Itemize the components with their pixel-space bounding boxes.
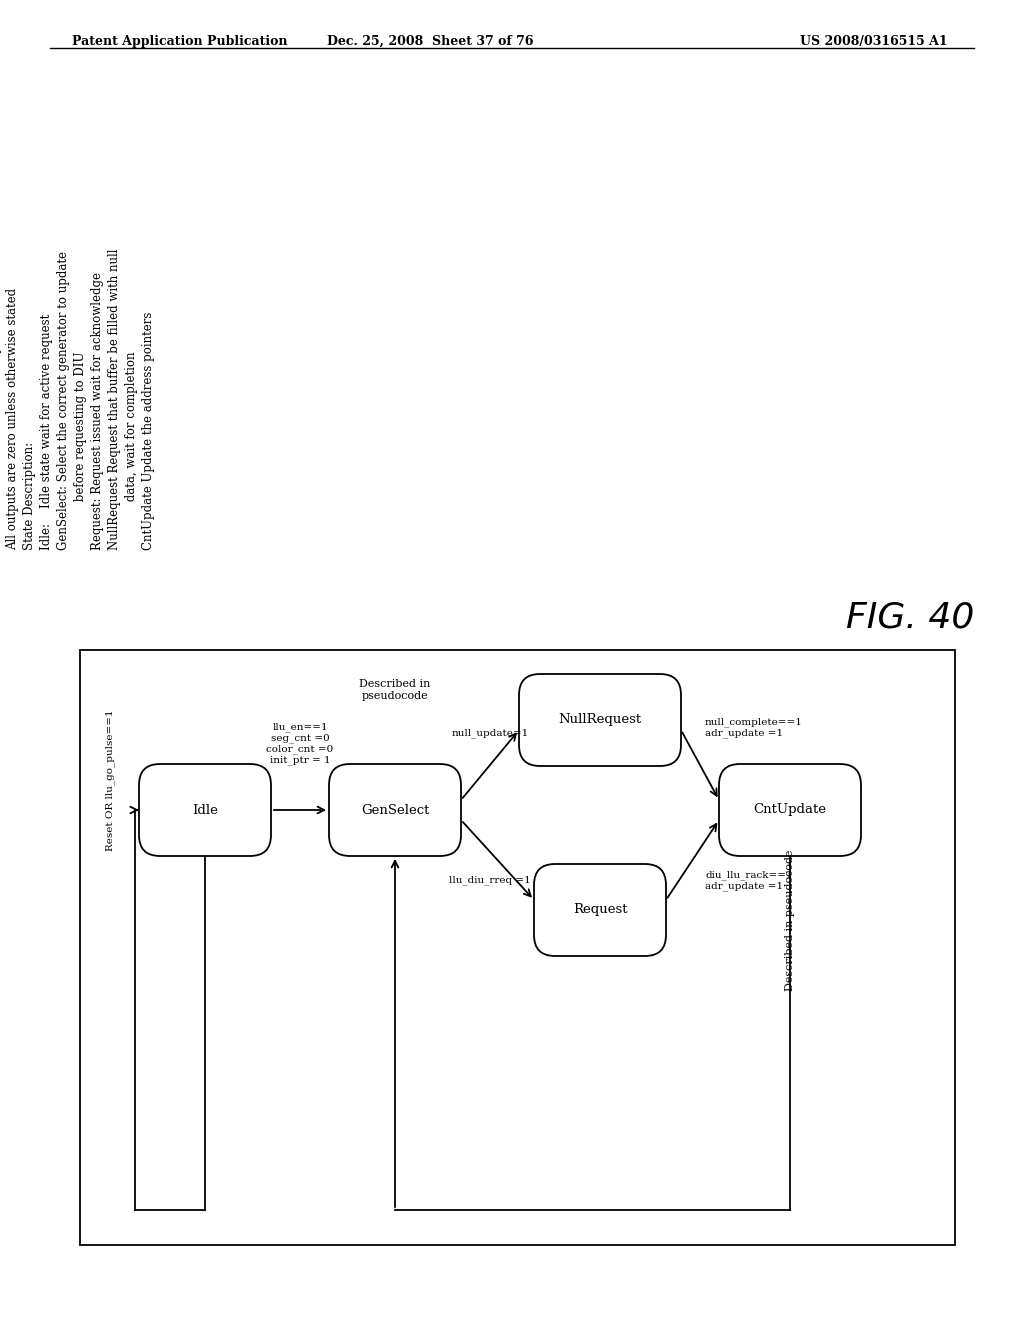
Text: CntUpdate: CntUpdate: [754, 804, 826, 817]
Text: null_update=1: null_update=1: [452, 729, 528, 738]
Text: Request: Request: [572, 903, 628, 916]
Text: US 2008/0316515 A1: US 2008/0316515 A1: [800, 36, 947, 48]
Text: NullRequest: NullRequest: [558, 714, 642, 726]
Text: llu_diu_rreq =1: llu_diu_rreq =1: [450, 875, 530, 884]
Text: Reset OR llu_go_pulse==1: Reset OR llu_go_pulse==1: [105, 709, 115, 851]
Text: Patent Application Publication: Patent Application Publication: [72, 36, 288, 48]
FancyBboxPatch shape: [719, 764, 861, 855]
FancyBboxPatch shape: [534, 865, 666, 956]
Text: Machine remains in same state by default
All outputs are zero unless otherwise s: Machine remains in same state by default…: [0, 248, 155, 550]
FancyBboxPatch shape: [139, 764, 271, 855]
Text: Described in pseudocode: Described in pseudocode: [785, 849, 795, 991]
Text: Idle: Idle: [193, 804, 218, 817]
FancyBboxPatch shape: [329, 764, 461, 855]
Text: diu_llu_rack==1
adr_update =1: diu_llu_rack==1 adr_update =1: [705, 870, 793, 891]
Text: Dec. 25, 2008  Sheet 37 of 76: Dec. 25, 2008 Sheet 37 of 76: [327, 36, 534, 48]
Text: null_complete==1
adr_update =1: null_complete==1 adr_update =1: [705, 717, 803, 738]
Text: GenSelect: GenSelect: [360, 804, 429, 817]
FancyBboxPatch shape: [519, 675, 681, 766]
Bar: [80, 649, 955, 1245]
Text: llu_en==1
seg_cnt =0
color_cnt =0
init_ptr = 1: llu_en==1 seg_cnt =0 color_cnt =0 init_p…: [266, 722, 334, 766]
Text: Described in
pseudocode: Described in pseudocode: [359, 680, 431, 701]
Text: FIG. 40: FIG. 40: [846, 601, 974, 635]
